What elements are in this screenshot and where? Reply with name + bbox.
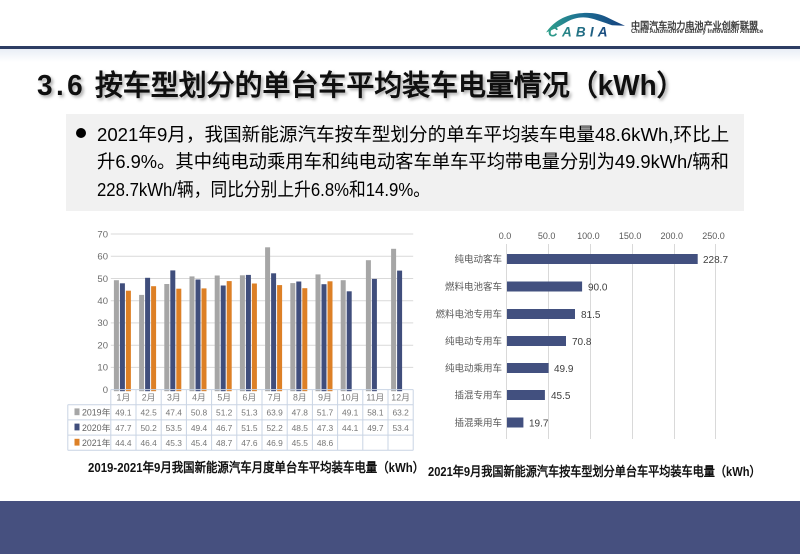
svg-text:49.1: 49.1 xyxy=(342,408,359,418)
svg-text:81.5: 81.5 xyxy=(581,310,601,321)
svg-text:47.6: 47.6 xyxy=(241,438,258,448)
svg-text:51.7: 51.7 xyxy=(317,408,334,418)
svg-text:53.4: 53.4 xyxy=(392,423,409,433)
svg-text:20: 20 xyxy=(97,341,108,352)
svg-text:51.3: 51.3 xyxy=(241,408,258,418)
svg-text:0: 0 xyxy=(103,385,108,396)
svg-text:58.1: 58.1 xyxy=(367,408,384,418)
svg-text:7月: 7月 xyxy=(268,393,282,403)
svg-text:1月: 1月 xyxy=(117,393,131,403)
svg-text:63.2: 63.2 xyxy=(392,408,409,418)
svg-text:53.5: 53.5 xyxy=(166,423,183,433)
svg-text:燃料电池专用车: 燃料电池专用车 xyxy=(435,309,502,321)
svg-text:48.6: 48.6 xyxy=(317,438,334,448)
svg-text:纯电动专用车: 纯电动专用车 xyxy=(445,336,502,348)
svg-text:12月: 12月 xyxy=(391,393,410,403)
svg-text:燃料电池客车: 燃料电池客车 xyxy=(445,281,502,293)
svg-text:60: 60 xyxy=(97,252,108,263)
svg-text:44.1: 44.1 xyxy=(342,423,359,433)
svg-text:2月: 2月 xyxy=(142,393,156,403)
svg-text:48.7: 48.7 xyxy=(216,438,233,448)
svg-text:46.7: 46.7 xyxy=(216,423,233,433)
svg-text:100.0: 100.0 xyxy=(577,231,600,241)
svg-text:19.7: 19.7 xyxy=(529,419,549,430)
svg-text:47.7: 47.7 xyxy=(115,423,132,433)
svg-text:49.9: 49.9 xyxy=(554,364,574,375)
svg-text:10: 10 xyxy=(97,363,108,374)
svg-text:50.0: 50.0 xyxy=(538,231,556,241)
svg-text:42.5: 42.5 xyxy=(140,408,157,418)
svg-text:纯电动客车: 纯电动客车 xyxy=(454,254,502,266)
svg-text:CABIA: CABIA xyxy=(548,25,612,40)
svg-text:40: 40 xyxy=(97,296,108,307)
svg-text:49.4: 49.4 xyxy=(191,423,208,433)
svg-text:0.0: 0.0 xyxy=(499,231,512,241)
svg-text:50.2: 50.2 xyxy=(140,423,157,433)
svg-text:51.2: 51.2 xyxy=(216,408,233,418)
svg-text:插混专用车: 插混专用车 xyxy=(454,390,502,402)
svg-text:30: 30 xyxy=(97,318,108,329)
svg-text:52.2: 52.2 xyxy=(266,423,283,433)
svg-text:46.9: 46.9 xyxy=(266,438,283,448)
svg-text:2020年: 2020年 xyxy=(82,422,111,433)
svg-text:纯电动乘用车: 纯电动乘用车 xyxy=(445,363,502,375)
svg-text:6月: 6月 xyxy=(243,393,257,403)
svg-text:200.0: 200.0 xyxy=(661,231,684,241)
svg-text:70: 70 xyxy=(97,229,108,240)
svg-text:44.4: 44.4 xyxy=(115,438,132,448)
svg-text:9月: 9月 xyxy=(318,393,332,403)
svg-text:2021年: 2021年 xyxy=(82,437,111,448)
svg-text:47.4: 47.4 xyxy=(166,408,183,418)
svg-text:63.9: 63.9 xyxy=(266,408,283,418)
svg-text:45.5: 45.5 xyxy=(292,438,309,448)
svg-text:46.4: 46.4 xyxy=(140,438,157,448)
svg-text:250.0: 250.0 xyxy=(702,231,725,241)
svg-text:48.5: 48.5 xyxy=(292,423,309,433)
svg-text:45.3: 45.3 xyxy=(166,438,183,448)
svg-text:47.8: 47.8 xyxy=(292,408,309,418)
svg-text:150.0: 150.0 xyxy=(619,231,642,241)
svg-text:插混乘用车: 插混乘用车 xyxy=(454,417,502,429)
svg-text:228.7: 228.7 xyxy=(703,255,728,266)
svg-text:70.8: 70.8 xyxy=(572,337,592,348)
svg-text:8月: 8月 xyxy=(293,393,307,403)
svg-text:49.1: 49.1 xyxy=(115,408,132,418)
svg-text:49.7: 49.7 xyxy=(367,423,384,433)
svg-text:47.3: 47.3 xyxy=(317,423,334,433)
svg-text:2019年: 2019年 xyxy=(82,407,111,418)
svg-text:51.5: 51.5 xyxy=(241,423,258,433)
svg-text:11月: 11月 xyxy=(366,393,384,403)
svg-text:45.4: 45.4 xyxy=(191,438,208,448)
svg-text:10月: 10月 xyxy=(341,393,360,403)
svg-text:5月: 5月 xyxy=(217,393,231,403)
svg-text:50.8: 50.8 xyxy=(191,408,208,418)
svg-text:50: 50 xyxy=(97,274,108,285)
svg-text:45.5: 45.5 xyxy=(551,391,571,402)
svg-text:4月: 4月 xyxy=(192,393,206,403)
svg-text:90.0: 90.0 xyxy=(588,283,608,294)
svg-text:3月: 3月 xyxy=(167,393,181,403)
